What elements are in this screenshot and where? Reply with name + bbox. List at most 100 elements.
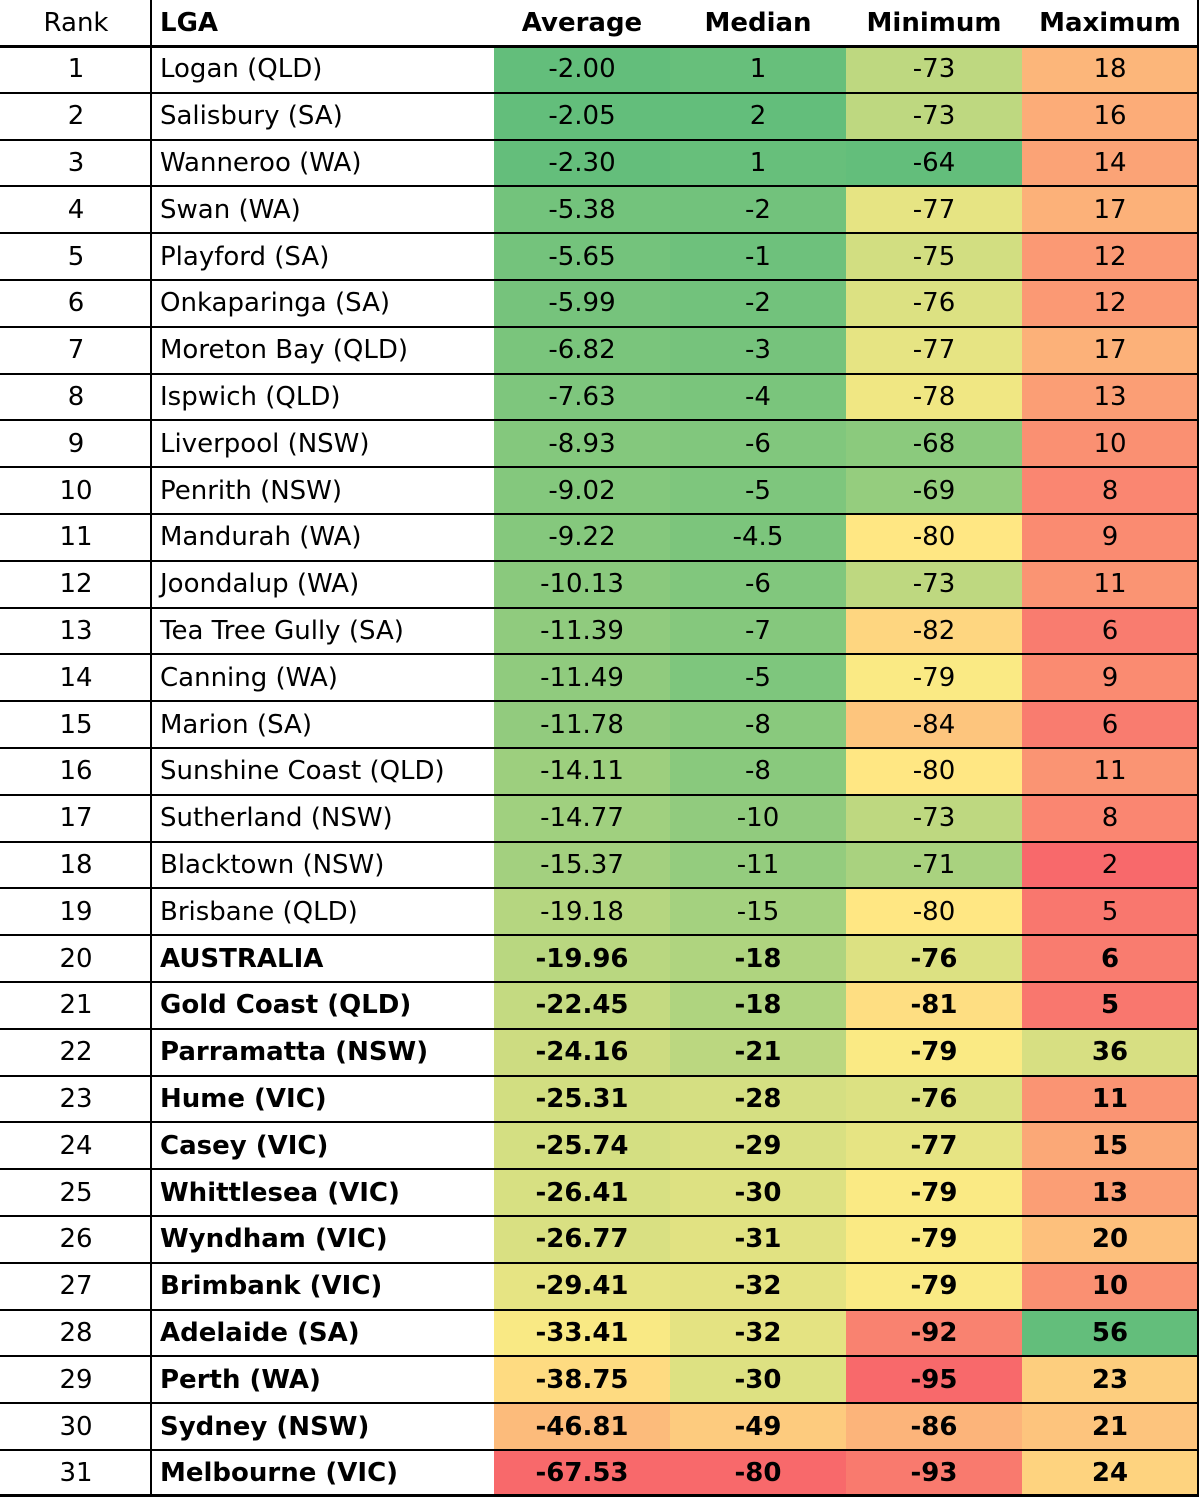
rank-cell: 28 bbox=[59, 1317, 93, 1348]
maximum-cell: 6 bbox=[1022, 607, 1198, 655]
maximum-cell: 10 bbox=[1022, 1262, 1198, 1310]
median-cell: -8 bbox=[670, 701, 846, 748]
lga-cell: Sydney (NSW) bbox=[160, 1411, 370, 1442]
row-divider bbox=[0, 138, 1198, 141]
average-cell: -9.22 bbox=[494, 514, 670, 561]
lga-cell: Blacktown (NSW) bbox=[160, 849, 385, 880]
row-divider bbox=[0, 1355, 1198, 1358]
median-cell: -15 bbox=[670, 888, 846, 936]
minimum-cell: -84 bbox=[846, 701, 1022, 748]
rank-cell: 17 bbox=[59, 803, 93, 834]
row-divider bbox=[0, 606, 1198, 609]
lga-cell: Ispwich (QLD) bbox=[160, 381, 341, 412]
row-divider bbox=[0, 419, 1198, 422]
average-cell: -5.99 bbox=[494, 280, 670, 327]
average-cell: -5.38 bbox=[494, 186, 670, 234]
row-divider bbox=[0, 934, 1198, 937]
maximum-cell: 2 bbox=[1022, 841, 1198, 889]
header-rank: Rank bbox=[43, 8, 109, 38]
row-divider bbox=[0, 232, 1198, 235]
row-divider bbox=[0, 1261, 1198, 1264]
average-cell: -26.41 bbox=[494, 1169, 670, 1216]
lga-cell: Wyndham (VIC) bbox=[160, 1224, 388, 1255]
median-cell: -10 bbox=[670, 794, 846, 842]
maximum-cell: 15 bbox=[1022, 1122, 1198, 1170]
maximum-cell: 13 bbox=[1022, 1169, 1198, 1216]
row-divider bbox=[0, 1215, 1198, 1217]
lga-cell: Joondalup (WA) bbox=[160, 569, 360, 600]
row-divider bbox=[0, 1168, 1198, 1171]
maximum-cell: 13 bbox=[1022, 373, 1198, 421]
average-cell: -2.00 bbox=[494, 46, 670, 93]
average-cell: -2.30 bbox=[494, 139, 670, 187]
rank-cell: 1 bbox=[67, 54, 85, 85]
lga-cell: AUSTRALIA bbox=[160, 943, 324, 974]
average-cell: -19.18 bbox=[494, 888, 670, 936]
row-divider bbox=[0, 747, 1198, 749]
rank-cell: 15 bbox=[59, 709, 93, 740]
lga-cell: Playford (SA) bbox=[160, 241, 330, 272]
rank-cell: 19 bbox=[59, 896, 93, 927]
maximum-cell: 6 bbox=[1022, 701, 1198, 748]
median-cell: -18 bbox=[670, 982, 846, 1029]
minimum-cell: -79 bbox=[846, 654, 1022, 702]
lga-cell: Mandurah (WA) bbox=[160, 522, 362, 553]
minimum-cell: -76 bbox=[846, 280, 1022, 327]
minimum-cell: -79 bbox=[846, 1262, 1022, 1310]
average-cell: -11.78 bbox=[494, 701, 670, 748]
rank-cell: 7 bbox=[67, 335, 85, 366]
minimum-cell: -73 bbox=[846, 92, 1022, 140]
median-cell: -29 bbox=[670, 1122, 846, 1170]
median-cell: -5 bbox=[670, 467, 846, 514]
header-median: Median bbox=[704, 8, 812, 38]
maximum-cell: 11 bbox=[1022, 748, 1198, 795]
row-divider bbox=[0, 1027, 1198, 1030]
maximum-cell: 8 bbox=[1022, 467, 1198, 514]
average-cell: -8.93 bbox=[494, 420, 670, 468]
minimum-cell: -76 bbox=[846, 935, 1022, 982]
average-cell: -5.65 bbox=[494, 233, 670, 280]
minimum-cell: -86 bbox=[846, 1403, 1022, 1450]
median-cell: -28 bbox=[670, 1075, 846, 1123]
minimum-cell: -80 bbox=[846, 748, 1022, 795]
lga-cell: Moreton Bay (QLD) bbox=[160, 335, 408, 366]
row-divider bbox=[0, 44, 1198, 48]
row-divider bbox=[0, 1402, 1198, 1405]
header-lga: LGA bbox=[160, 8, 219, 38]
average-cell: -15.37 bbox=[494, 841, 670, 889]
row-divider bbox=[0, 1449, 1198, 1451]
minimum-cell: -76 bbox=[846, 1075, 1022, 1123]
minimum-cell: -95 bbox=[846, 1356, 1022, 1404]
median-cell: -2 bbox=[670, 186, 846, 234]
lga-cell: Tea Tree Gully (SA) bbox=[160, 615, 404, 646]
maximum-cell: 21 bbox=[1022, 1403, 1198, 1450]
header-maximum: Maximum bbox=[1039, 8, 1181, 38]
maximum-cell: 11 bbox=[1022, 1075, 1198, 1123]
lga-cell: Whittlesea (VIC) bbox=[160, 1177, 400, 1208]
median-cell: -32 bbox=[670, 1309, 846, 1357]
minimum-cell: -68 bbox=[846, 420, 1022, 468]
median-cell: -80 bbox=[670, 1450, 846, 1497]
lga-cell: Parramatta (NSW) bbox=[160, 1037, 429, 1068]
minimum-cell: -80 bbox=[846, 888, 1022, 936]
minimum-cell: -75 bbox=[846, 233, 1022, 280]
maximum-cell: 18 bbox=[1022, 46, 1198, 93]
median-cell: -18 bbox=[670, 935, 846, 982]
maximum-cell: 8 bbox=[1022, 794, 1198, 842]
median-cell: 2 bbox=[670, 92, 846, 140]
rank-cell: 30 bbox=[59, 1411, 93, 1442]
minimum-cell: -79 bbox=[846, 1169, 1022, 1216]
average-cell: -14.11 bbox=[494, 748, 670, 795]
row-divider bbox=[0, 700, 1198, 703]
maximum-cell: 17 bbox=[1022, 186, 1198, 234]
row-divider bbox=[0, 466, 1198, 469]
maximum-cell: 12 bbox=[1022, 233, 1198, 280]
lga-cell: Wanneroo (WA) bbox=[160, 147, 362, 178]
median-cell: -6 bbox=[670, 420, 846, 468]
row-divider bbox=[0, 1121, 1198, 1124]
maximum-cell: 24 bbox=[1022, 1450, 1198, 1497]
average-cell: -67.53 bbox=[494, 1450, 670, 1497]
row-divider bbox=[0, 325, 1198, 328]
average-cell: -25.31 bbox=[494, 1075, 670, 1123]
maximum-cell: 11 bbox=[1022, 560, 1198, 608]
